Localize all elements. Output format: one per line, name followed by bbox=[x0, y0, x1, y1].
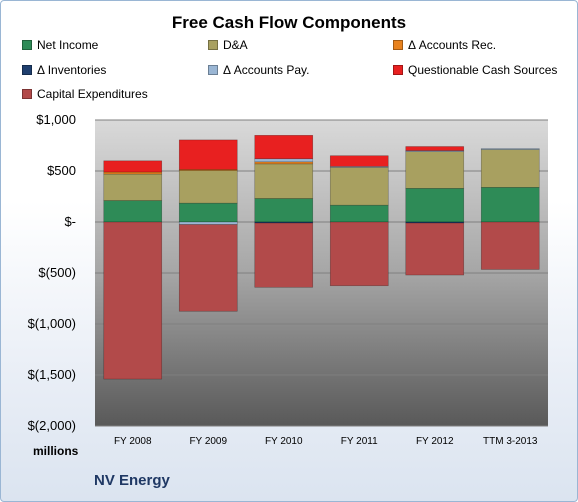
legend-label: Δ Accounts Pay. bbox=[223, 63, 310, 77]
legend-item: Questionable Cash Sources bbox=[393, 63, 557, 77]
bar-segment bbox=[254, 158, 314, 163]
y-tick-label: $(1,500) bbox=[27, 367, 76, 382]
bar-segment bbox=[405, 222, 465, 276]
legend-label: Δ Accounts Rec. bbox=[408, 38, 497, 52]
legend-swatch bbox=[22, 89, 32, 99]
bar-segment bbox=[254, 161, 314, 165]
x-tick-label: FY 2009 bbox=[189, 436, 228, 447]
y-tick-label: $(500) bbox=[38, 265, 76, 280]
legend-item: D&A bbox=[208, 38, 248, 52]
legend-item: Δ Accounts Rec. bbox=[393, 38, 496, 52]
bar-segment bbox=[178, 202, 238, 223]
bar-segment bbox=[329, 204, 389, 223]
bar-segment bbox=[103, 160, 163, 173]
chart-title: Free Cash Flow Components bbox=[171, 13, 407, 32]
y-tick-label: $- bbox=[64, 214, 76, 229]
x-tick-label: FY 2011 bbox=[340, 436, 378, 447]
bar-segment bbox=[178, 170, 238, 204]
legend-swatch bbox=[208, 65, 218, 75]
bar-segment bbox=[103, 171, 163, 175]
bar-segment bbox=[405, 188, 465, 223]
bar-segment bbox=[254, 163, 314, 199]
legend-item: Capital Expenditures bbox=[22, 87, 148, 101]
x-tick-label: TTM 3-2013 bbox=[483, 436, 538, 447]
bar-segment bbox=[405, 151, 465, 189]
legend-swatch bbox=[22, 40, 32, 50]
bar-segment bbox=[178, 224, 238, 312]
legend-label: D&A bbox=[223, 38, 248, 52]
x-tick-label: FY 2010 bbox=[264, 436, 303, 447]
y-tick-label: $(2,000) bbox=[27, 418, 76, 433]
legend-item: Net Income bbox=[22, 38, 98, 52]
unit-label: millions bbox=[33, 444, 79, 458]
bar-segment bbox=[254, 222, 314, 288]
legend-label: Capital Expenditures bbox=[37, 87, 148, 101]
bar-segment bbox=[329, 167, 389, 206]
bar-segment bbox=[480, 221, 540, 270]
bar-segment bbox=[480, 187, 540, 223]
x-tick-label: FY 2008 bbox=[113, 436, 152, 447]
bar-segment bbox=[480, 148, 540, 150]
company-label: NV Energy bbox=[94, 472, 170, 489]
bar-segment bbox=[103, 221, 163, 380]
legend-label: Net Income bbox=[37, 38, 99, 52]
bar-segment bbox=[178, 139, 238, 170]
legend-swatch bbox=[208, 40, 218, 50]
bar-segment bbox=[103, 200, 163, 223]
legend-item: Δ Inventories bbox=[22, 63, 106, 77]
bar-segment bbox=[480, 149, 540, 188]
bar-segment bbox=[329, 155, 389, 167]
y-tick-label: $(1,000) bbox=[27, 316, 76, 331]
bar-segment bbox=[254, 198, 314, 223]
legend-label: Questionable Cash Sources bbox=[408, 63, 558, 77]
y-tick-label: $500 bbox=[47, 163, 76, 178]
bar-segment bbox=[178, 221, 238, 225]
legend-swatch bbox=[393, 65, 403, 75]
bar-segment bbox=[329, 221, 389, 287]
bar-segment bbox=[254, 135, 314, 160]
bar-segment bbox=[405, 146, 465, 151]
y-tick-label: $1,000 bbox=[36, 112, 76, 127]
legend-swatch bbox=[393, 40, 403, 50]
bar-segment bbox=[103, 173, 163, 201]
legend-swatch bbox=[22, 65, 32, 75]
x-tick-label: FY 2012 bbox=[415, 436, 454, 447]
legend-label: Δ Inventories bbox=[37, 63, 107, 77]
legend-item: Δ Accounts Pay. bbox=[208, 63, 310, 77]
